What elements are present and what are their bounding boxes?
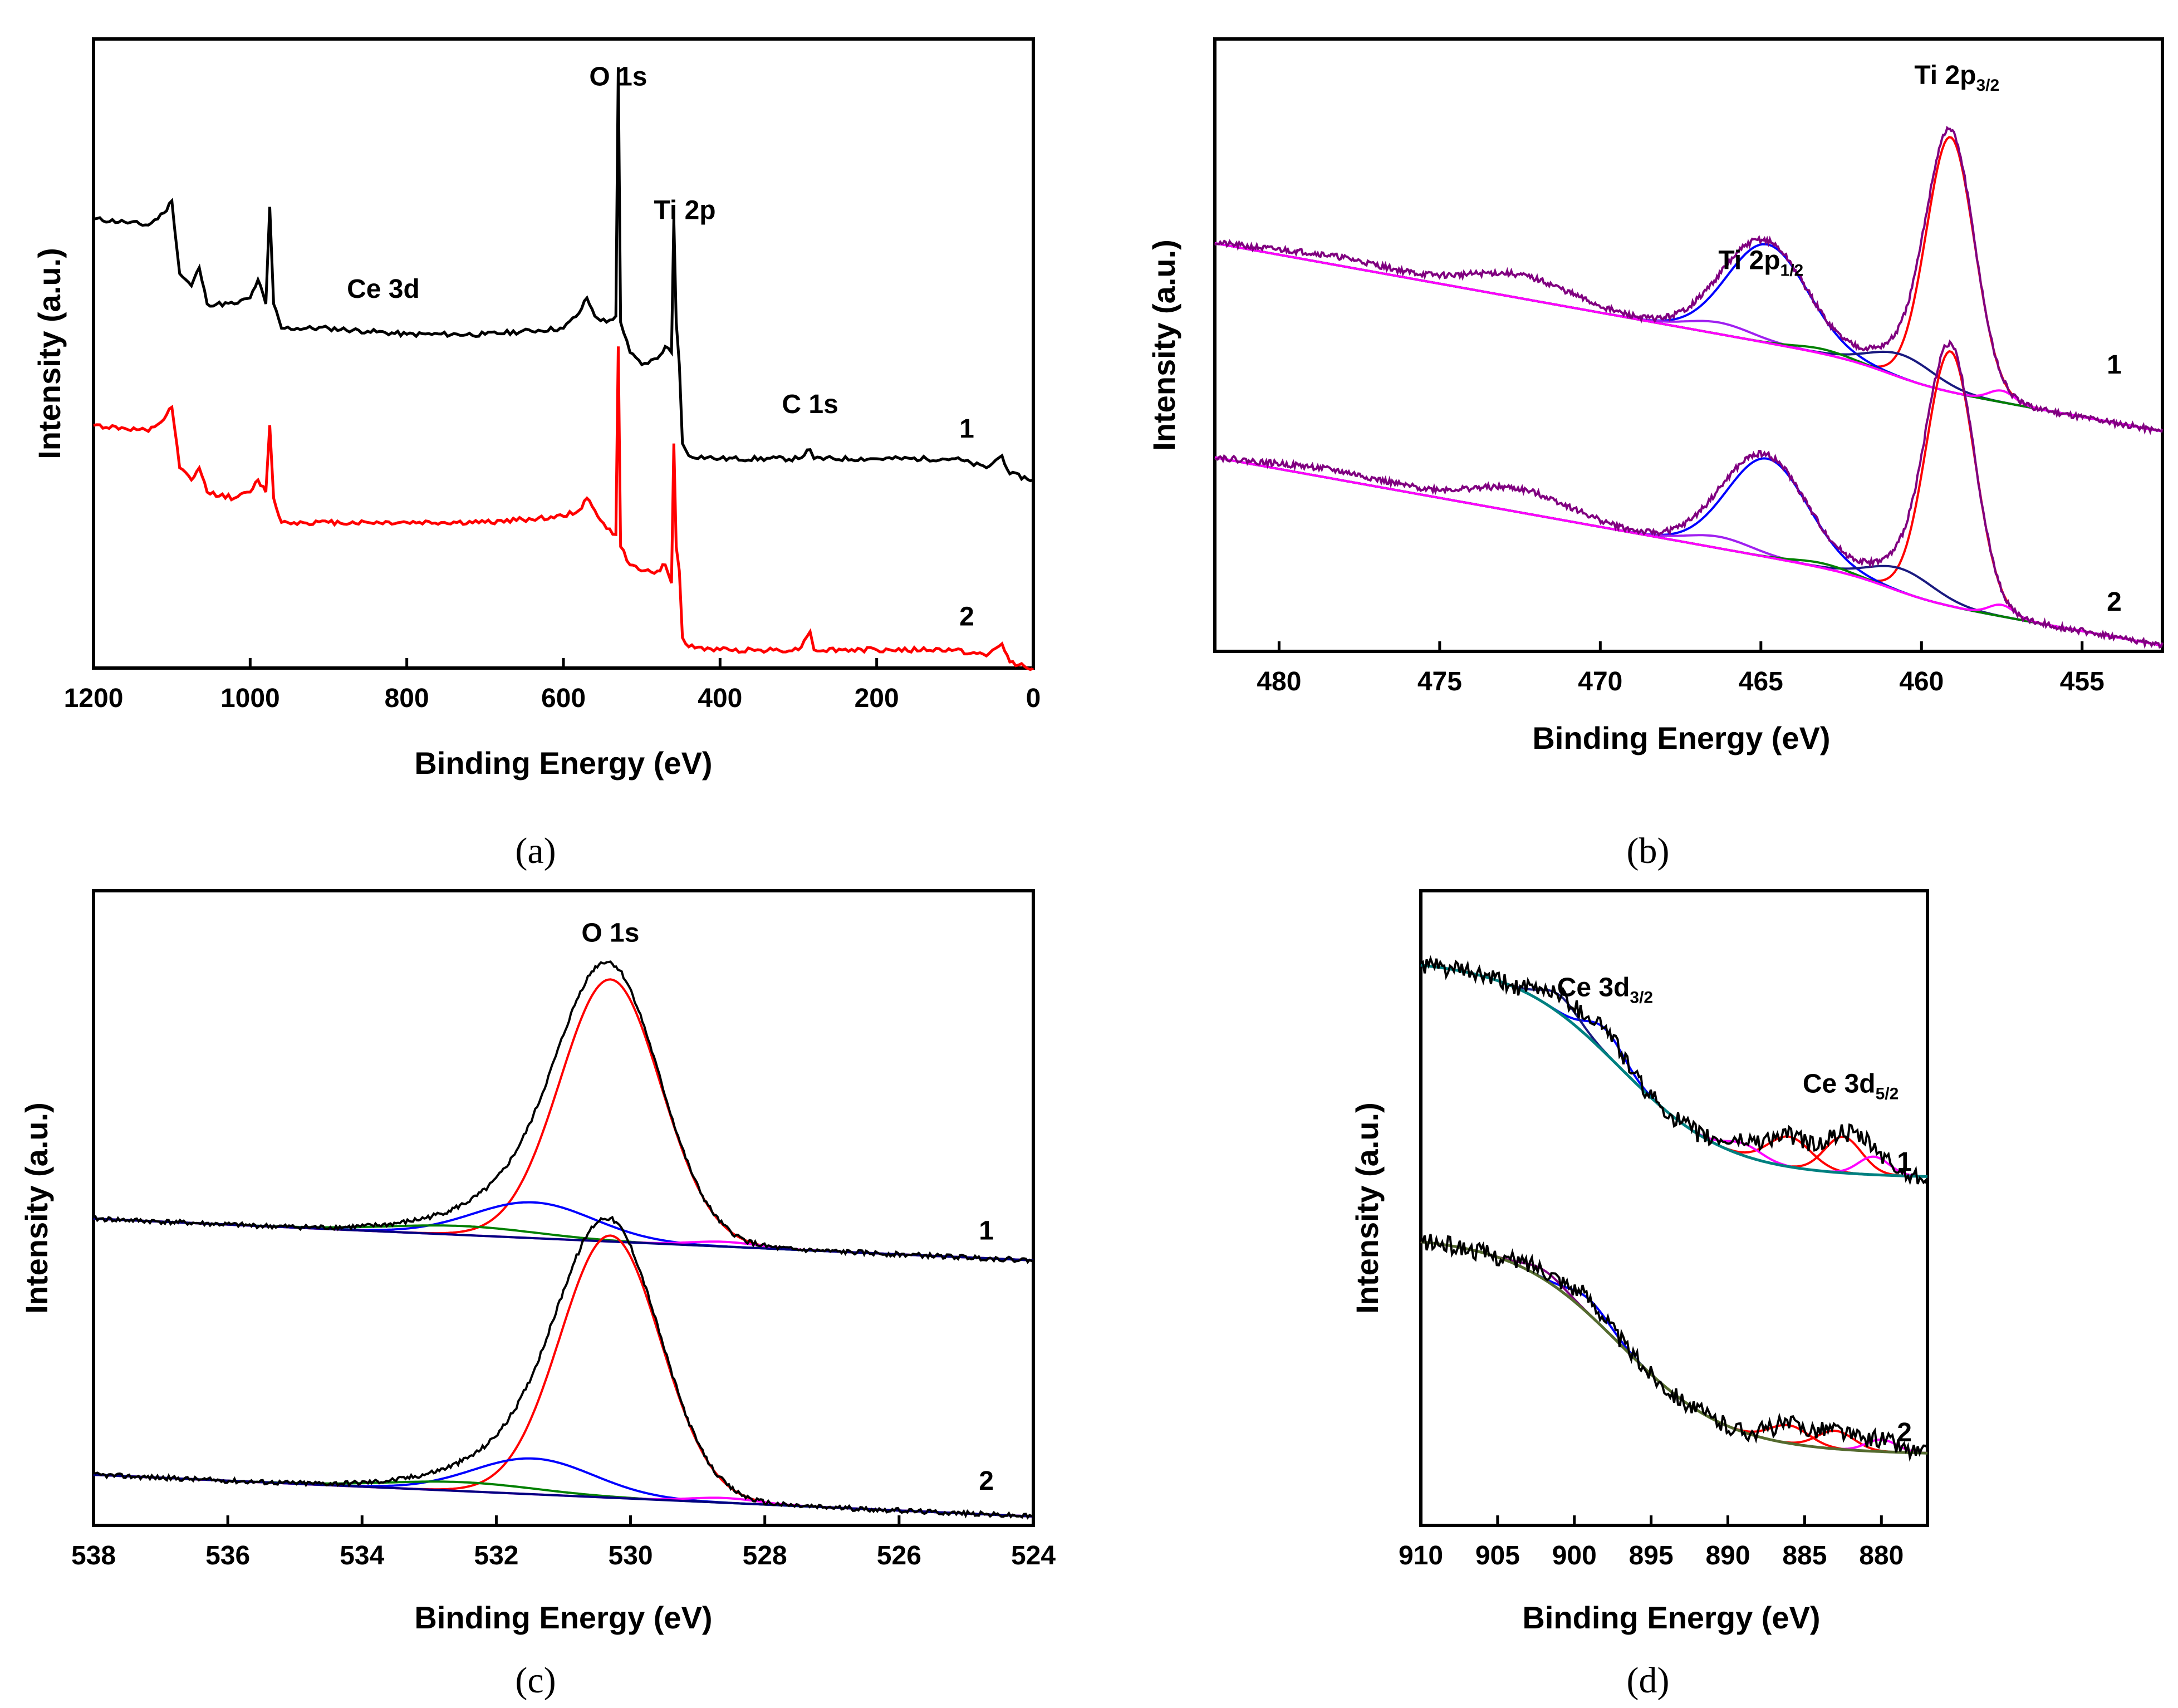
curve-label: 2 — [1897, 1418, 1912, 1447]
peak-annotation: C 1s — [782, 390, 838, 419]
panel-b-ylabel: Intensity (a.u.) — [1146, 239, 1181, 451]
panel-b-caption: (b) — [1627, 831, 1670, 871]
panel-b: Ti 2p3/2 Ti 2p1/2 1 2 480 475 470 465 460 455 Bi… — [1146, 37, 2164, 871]
x-tick-label: 538 — [71, 1541, 116, 1570]
x-tick-label: 532 — [474, 1541, 518, 1570]
x-tick-label: 880 — [1859, 1541, 1904, 1570]
panel-a-frame — [92, 37, 1035, 670]
peak-annotation: Ti 2p3/2 — [1914, 61, 1999, 95]
curve-label: 1 — [1897, 1147, 1912, 1177]
panel-c-xlabel: Binding Energy (eV) — [414, 1600, 712, 1635]
ti2p32-fit-1 — [1214, 136, 2163, 433]
x-tick-label: 0 — [1026, 684, 1041, 713]
lattice-oxygen-fit-1 — [93, 978, 1034, 1262]
x-tick-label: 1000 — [220, 684, 280, 713]
panel-b-plot: Ti 2p3/2 Ti 2p1/2 1 2 — [1214, 61, 2164, 649]
x-tick-label: 480 — [1257, 667, 1301, 696]
panel-d-caption: (d) — [1627, 1660, 1670, 1701]
x-tick-label: 528 — [743, 1541, 787, 1570]
x-tick-label: 885 — [1782, 1541, 1827, 1570]
x-tick-label: 524 — [1011, 1541, 1056, 1570]
x-tick-label: 455 — [2060, 667, 2105, 696]
spectrum-raw-1 — [93, 960, 1034, 1264]
panel-a: O 1s Ti 2p Ce 3d C 1s 1 2 1200 1000 800 600 400 20… — [32, 37, 1041, 871]
ce3d-component-2 — [1420, 1240, 1927, 1455]
peak-annotation: O 1s — [589, 62, 647, 92]
spectrum-raw-2 — [1214, 339, 2164, 649]
curve-label: 2 — [959, 602, 974, 632]
ce3d-component-2 — [1420, 1240, 1927, 1455]
panel-c-plot: O 1s 1 2 — [93, 918, 1034, 1520]
panel-c-frame — [92, 889, 1035, 1527]
spectrum-raw-1 — [1214, 126, 2164, 435]
x-tick-label: 895 — [1629, 1541, 1674, 1570]
panel-d-xlabel: Binding Energy (eV) — [1522, 1600, 1820, 1635]
background-2 — [1420, 1240, 1928, 1455]
x-tick-label: 600 — [541, 684, 586, 713]
ce3d-component-2 — [1420, 1240, 1927, 1455]
curve-label: 2 — [2107, 587, 2122, 617]
x-tick-label: 890 — [1705, 1541, 1750, 1570]
panel-b-frame — [1213, 37, 2164, 653]
panel-d-frame — [1419, 889, 1929, 1527]
x-tick-label: 530 — [609, 1541, 653, 1570]
panel-c-ticks: 538 536 534 532 530 528 526 524 — [71, 1515, 1056, 1570]
panel-c: O 1s 1 2 538 536 534 532 530 528 526 524 Binding … — [19, 889, 1056, 1701]
peak-annotation: Ce 3d — [347, 274, 420, 304]
peak-annotation: O 1s — [581, 918, 639, 948]
spectrum-raw-2 — [93, 1215, 1034, 1520]
panel-a-plot: O 1s Ti 2p Ce 3d C 1s 1 2 — [93, 62, 1034, 671]
x-tick-label: 1200 — [64, 684, 124, 713]
ce3d-component-2 — [1420, 1240, 1927, 1455]
panel-c-caption: (c) — [515, 1660, 556, 1701]
x-tick-label: 475 — [1417, 667, 1462, 696]
ti2p32-fit-2 — [1214, 350, 2163, 647]
spectrum-series-2 — [93, 346, 1034, 671]
peak-annotation: Ce 3d3/2 — [1557, 973, 1653, 1007]
x-tick-label: 534 — [340, 1541, 384, 1570]
panel-d-ticks: 910 905 900 895 890 885 880 — [1399, 1515, 1904, 1570]
component-magenta-2 — [1214, 456, 2163, 647]
x-tick-label: 905 — [1475, 1541, 1520, 1570]
surface-oxygen-fit-1 — [93, 1201, 1034, 1262]
panel-d: Ce 3d3/2 Ce 3d5/2 1 2 910 905 900 895 890 885 880… — [1350, 889, 1929, 1701]
x-tick-label: 460 — [1899, 667, 1944, 696]
panel-d-ylabel: Intensity (a.u.) — [1350, 1102, 1385, 1314]
x-tick-label: 526 — [877, 1541, 921, 1570]
ce3d-component-2 — [1420, 1240, 1928, 1454]
panel-a-ticks: 1200 1000 800 600 400 200 0 — [64, 658, 1041, 713]
panel-a-caption: (a) — [515, 831, 556, 871]
curve-label: 1 — [959, 414, 974, 444]
panel-b-xlabel: Binding Energy (eV) — [1532, 720, 1830, 755]
spectrum-raw-1 — [1420, 955, 1929, 1186]
x-tick-label: 200 — [855, 684, 899, 713]
x-tick-label: 465 — [1739, 667, 1783, 696]
curve-label: 2 — [979, 1466, 994, 1496]
curve-label: 1 — [2107, 350, 2122, 380]
panel-c-ylabel: Intensity (a.u.) — [19, 1102, 54, 1314]
panel-a-xlabel: Binding Energy (eV) — [414, 745, 712, 781]
spectrum-raw-2 — [1420, 1234, 1929, 1462]
x-tick-label: 536 — [205, 1541, 250, 1570]
curve-label: 1 — [979, 1216, 994, 1245]
panel-b-ticks: 480 475 470 465 460 455 — [1257, 641, 2105, 696]
peak-annotation: Ti 2p1/2 — [1718, 246, 1803, 280]
panel-a-ylabel: Intensity (a.u.) — [32, 248, 67, 459]
x-tick-label: 400 — [698, 684, 742, 713]
peak-annotation: Ti 2p — [654, 195, 715, 225]
spectrum-series-1 — [93, 67, 1034, 483]
component-magenta-1 — [1214, 242, 2163, 433]
x-tick-label: 900 — [1552, 1541, 1597, 1570]
x-tick-label: 800 — [385, 684, 429, 713]
x-tick-label: 470 — [1578, 667, 1622, 696]
lattice-oxygen-fit-2 — [93, 1234, 1034, 1518]
panel-d-plot: Ce 3d3/2 Ce 3d5/2 1 2 — [1420, 955, 1929, 1462]
peak-annotation: Ce 3d5/2 — [1803, 1069, 1899, 1103]
x-tick-label: 910 — [1399, 1541, 1443, 1570]
